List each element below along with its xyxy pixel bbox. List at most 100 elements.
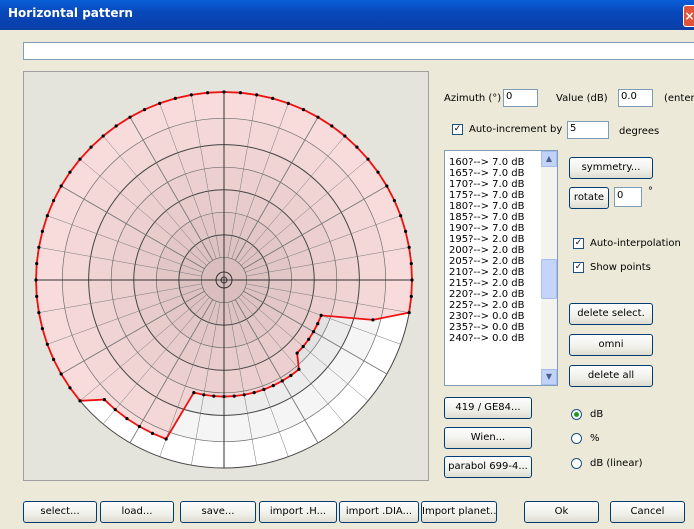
grid-spoke: [47, 287, 203, 345]
list-item[interactable]: 205?--> 2.0 dB: [449, 256, 525, 267]
pattern-point: [242, 393, 246, 397]
auto-increment-checkbox[interactable]: ✓: [452, 124, 463, 135]
list-item[interactable]: 235?--> 0.0 dB: [449, 322, 525, 333]
pattern-point: [286, 101, 290, 105]
omni-button[interactable]: omni: [569, 334, 653, 356]
list-item[interactable]: 210?--> 2.0 dB: [449, 267, 525, 278]
pattern-point: [271, 384, 275, 388]
pattern-point: [280, 379, 284, 383]
import-h-button[interactable]: import .H...: [259, 501, 337, 523]
load-button[interactable]: load...: [100, 501, 174, 523]
list-item[interactable]: 175?--> 7.0 dB: [449, 190, 525, 201]
rotate-unit: °: [648, 186, 653, 197]
pattern-point: [289, 373, 293, 378]
pattern-point: [409, 262, 413, 266]
pattern-point: [102, 398, 106, 402]
radio-db-label: dB: [590, 409, 604, 420]
pattern-point: [403, 229, 408, 233]
list-item[interactable]: 180?--> 7.0 dB: [449, 201, 525, 212]
list-item[interactable]: 170?--> 7.0 dB: [449, 179, 525, 190]
select-button[interactable]: select...: [23, 501, 97, 523]
list-item[interactable]: 225?--> 2.0 dB: [449, 300, 525, 311]
delete-all-button[interactable]: delete all: [569, 365, 653, 387]
save-button[interactable]: save...: [180, 501, 256, 523]
polar-pattern-plot[interactable]: [23, 71, 429, 481]
list-item[interactable]: 200?--> 2.0 dB: [449, 245, 525, 256]
scroll-down-icon[interactable]: ▼: [541, 369, 557, 385]
rotate-button[interactable]: rotate: [569, 187, 609, 209]
pattern-point: [255, 93, 259, 97]
pattern-point: [376, 170, 380, 174]
pattern-point: [59, 372, 63, 376]
import-dia-button[interactable]: import .DIA...: [339, 501, 419, 523]
list-item[interactable]: 160?--> 7.0 dB: [449, 157, 525, 168]
value-input[interactable]: 0.0: [618, 89, 653, 107]
rotate-input[interactable]: 0: [614, 187, 642, 207]
pattern-point: [37, 311, 41, 315]
pattern-point: [232, 394, 236, 398]
pattern-point: [113, 408, 117, 412]
auto-interpolation-label: Auto-interpolation: [590, 238, 681, 249]
pattern-point: [262, 387, 266, 392]
grid-spoke: [246, 247, 410, 277]
list-scrollbar[interactable]: ▲ ▼: [541, 151, 557, 385]
list-item[interactable]: 165?--> 7.0 dB: [449, 168, 525, 179]
pattern-point: [202, 393, 206, 397]
pattern-point: [316, 115, 320, 119]
grid-spoke: [231, 301, 289, 457]
pattern-point: [319, 313, 323, 317]
list-item[interactable]: 240?--> 0.0 dB: [449, 333, 525, 344]
enter-label: (enter): [664, 93, 694, 104]
list-item[interactable]: 220?--> 2.0 dB: [449, 289, 525, 300]
ok-button[interactable]: Ok: [524, 501, 599, 523]
list-item[interactable]: 185?--> 7.0 dB: [449, 212, 525, 223]
scroll-up-icon[interactable]: ▲: [541, 151, 557, 167]
preset-419-ge84-button[interactable]: 419 / GE84...: [444, 397, 532, 419]
degrees-label: degrees: [619, 126, 660, 137]
radio-db-linear-label: dB (linear): [590, 458, 643, 469]
import-planet-button[interactable]: Import planet...: [421, 501, 497, 523]
grid-spoke: [241, 158, 369, 266]
symmetry-button[interactable]: symmetry...: [569, 157, 653, 179]
pattern-point: [68, 170, 72, 174]
pattern-point: [189, 93, 193, 97]
auto-increment-input[interactable]: 5: [567, 121, 609, 139]
pattern-point: [78, 399, 82, 403]
pattern-point: [222, 394, 226, 399]
show-points-checkbox[interactable]: ✓: [573, 262, 584, 273]
list-item[interactable]: 230?--> 0.0 dB: [449, 311, 525, 322]
description-field[interactable]: [23, 42, 694, 60]
grid-spoke: [234, 116, 319, 261]
cancel-button[interactable]: Cancel: [610, 501, 685, 523]
pattern-point: [52, 357, 56, 362]
list-item[interactable]: 215?--> 2.0 dB: [449, 278, 525, 289]
pattern-value-list[interactable]: 160?--> 7.0 dB 165?--> 7.0 dB 170?--> 7.0 …: [444, 150, 558, 386]
grid-spoke: [38, 283, 202, 313]
pattern-point: [206, 91, 210, 95]
preset-wien-button[interactable]: Wien...: [444, 427, 532, 449]
value-label: Value (dB): [556, 93, 608, 104]
grid-spoke: [243, 185, 388, 270]
pattern-point: [128, 115, 132, 119]
grid-spoke: [38, 247, 202, 277]
grid-spoke: [227, 302, 257, 466]
grid-spoke: [238, 135, 346, 263]
center-dot: [220, 276, 228, 284]
polar-svg: [34, 90, 414, 469]
pattern-point: [125, 417, 129, 421]
pattern-point: [271, 96, 275, 101]
radio-percent[interactable]: [571, 433, 582, 444]
radio-db[interactable]: [571, 409, 582, 420]
scroll-thumb[interactable]: [541, 259, 557, 299]
delete-select-button[interactable]: delete select.: [569, 303, 653, 325]
auto-interpolation-checkbox[interactable]: ✓: [573, 238, 584, 249]
list-item[interactable]: 190?--> 7.0 dB: [449, 223, 525, 234]
azimuth-input[interactable]: 0: [503, 89, 538, 107]
close-button[interactable]: ×: [683, 5, 694, 27]
radio-db-linear[interactable]: [571, 458, 582, 469]
preset-parabol-button[interactable]: parabol 699-4...: [444, 456, 532, 478]
pattern-point: [101, 134, 105, 138]
list-item[interactable]: 195?--> 2.0 dB: [449, 234, 525, 245]
pattern-point: [409, 294, 413, 298]
window-title: Horizontal pattern: [8, 6, 133, 20]
